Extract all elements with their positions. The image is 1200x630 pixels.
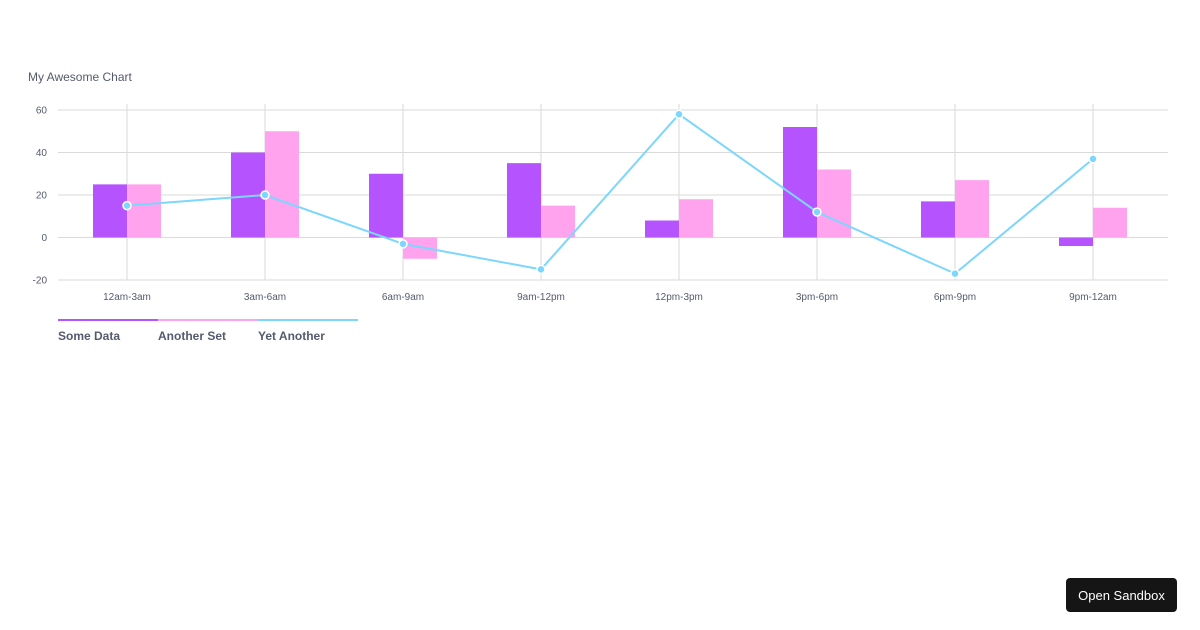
- x-tick-label: 12pm-3pm: [655, 292, 703, 303]
- bar-5-some-data: [645, 220, 679, 238]
- bar-1-another-set: [127, 184, 161, 238]
- x-tick-label: 3pm-6pm: [796, 292, 838, 303]
- x-axis: 12am-3am 3am-6am 6am-9am 9am-12pm 12pm-3pm 3p…: [103, 292, 1117, 303]
- line-point-6: [812, 207, 822, 217]
- chart-title: My Awesome Chart: [28, 70, 132, 84]
- line-point-8: [1088, 154, 1098, 164]
- y-tick-label: 60: [36, 106, 48, 117]
- bar-layer: [93, 127, 1127, 259]
- x-tick-label: 12am-3am: [103, 292, 151, 303]
- bar-6-some-data: [783, 127, 817, 238]
- line-point-7: [950, 268, 960, 279]
- bar-6-another-set: [817, 169, 851, 238]
- bar-1-some-data: [93, 184, 127, 238]
- open-sandbox-button[interactable]: Open Sandbox: [1066, 578, 1177, 612]
- y-axis: 60 40 20 0 -20: [33, 106, 48, 287]
- line-point-2: [260, 190, 270, 200]
- line-point-3: [398, 239, 408, 249]
- bar-7-some-data: [921, 201, 955, 238]
- bar-3-some-data: [369, 173, 403, 238]
- bar-5-another-set: [679, 199, 713, 238]
- x-tick-label: 9pm-12am: [1069, 292, 1117, 303]
- chart-plot: 60 40 20 0 -20 12am-3am 3am-6am 6am-9am 9am-12p…: [33, 104, 1168, 303]
- bar-3-another-set: [403, 237, 437, 259]
- x-tick-label: 3am-6am: [244, 292, 286, 303]
- y-tick-label: -20: [33, 276, 48, 287]
- bar-8-some-data: [1059, 237, 1093, 246]
- bar-8-another-set: [1093, 207, 1127, 238]
- y-tick-label: 0: [41, 233, 47, 244]
- legend-item-another-set[interactable]: Another Set: [158, 319, 258, 343]
- y-tick-label: 40: [36, 148, 48, 159]
- x-tick-label: 6pm-9pm: [934, 292, 976, 303]
- y-tick-label: 20: [36, 191, 48, 202]
- legend-item-some-data[interactable]: Some Data: [58, 319, 158, 343]
- legend-item-yet-another[interactable]: Yet Another: [258, 319, 358, 343]
- bar-7-another-set: [955, 180, 989, 238]
- line-point-1: [122, 200, 132, 211]
- x-tick-label: 6am-9am: [382, 292, 424, 303]
- line-series-yet-another: [126, 112, 1094, 275]
- chart-legend: Some Data Another Set Yet Another: [58, 319, 358, 343]
- line-point-4: [536, 264, 546, 275]
- line-layer: [122, 109, 1098, 279]
- bar-4-another-set: [541, 205, 575, 238]
- grid-layer: [58, 104, 1168, 281]
- x-tick-label: 9am-12pm: [517, 292, 565, 303]
- line-point-5: [674, 109, 684, 119]
- bar-2-another-set: [265, 131, 299, 238]
- bar-4-some-data: [507, 163, 541, 238]
